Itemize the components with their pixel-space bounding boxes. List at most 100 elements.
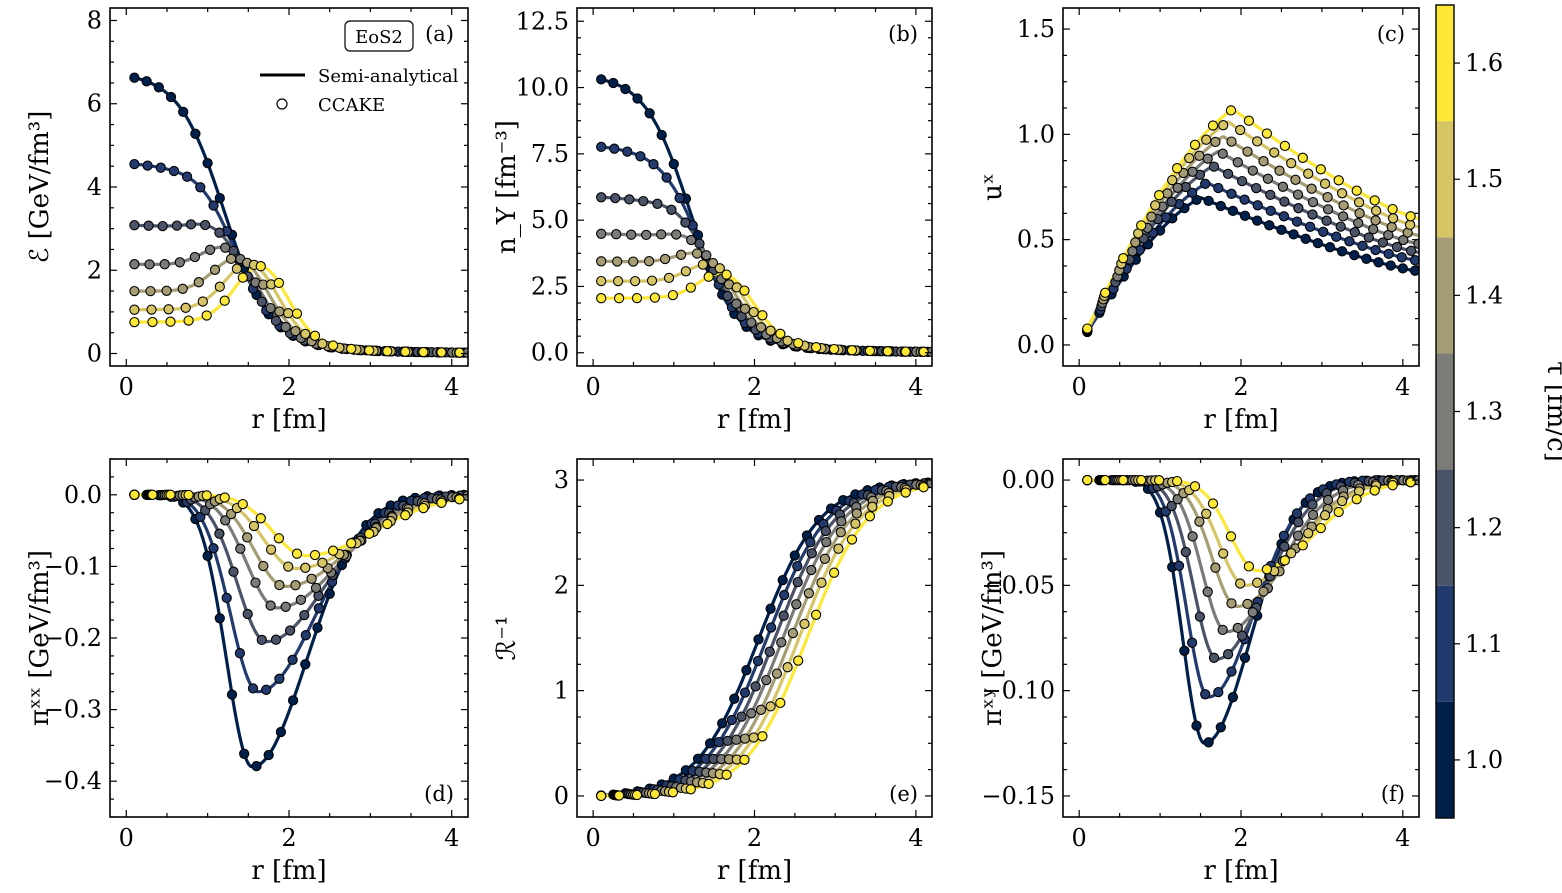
ccake-point — [280, 601, 291, 612]
ccake-point — [226, 689, 238, 700]
ccake-point — [668, 158, 679, 170]
x-axis-label: r [fm] — [1203, 405, 1278, 435]
y-axis-label: πˣˣ [GeV/fm³] — [25, 550, 55, 726]
ccake-point — [1118, 253, 1129, 264]
ccake-point — [1368, 224, 1379, 235]
ccake-point — [771, 668, 783, 679]
y-tick-label: 10.0 — [516, 74, 569, 102]
ccake-point — [1349, 249, 1360, 261]
ccake-point — [312, 622, 323, 633]
axes-frame — [1062, 7, 1420, 367]
legend: EoS2 Semi-analytical CCAKE — [260, 20, 459, 116]
ccake-point — [1217, 624, 1228, 636]
ccake-point — [129, 220, 140, 231]
ccake-point — [1279, 140, 1291, 152]
ccake-point — [1247, 165, 1258, 176]
ccake-point — [255, 261, 266, 272]
ccake-point — [864, 511, 876, 522]
ccake-point — [787, 627, 799, 639]
ccake-point — [810, 342, 822, 353]
ccake-point — [436, 497, 447, 508]
ccake-point — [1269, 147, 1280, 158]
ccake-point — [1146, 211, 1157, 222]
ccake-point — [239, 748, 250, 759]
ccake-point — [1307, 499, 1318, 510]
ccake-point — [1357, 240, 1368, 251]
ccake-point — [649, 788, 661, 800]
panel-label: (a) — [425, 22, 454, 46]
ccake-point — [613, 293, 625, 304]
ccake-point — [1118, 474, 1129, 486]
panel-f: 0 2 4 0.00 −0.05 −0.10 −0.15 r [fm] πˣʸ [GeV/fm³… — [978, 458, 1420, 886]
ccake-point — [1252, 200, 1263, 211]
ccake-point — [900, 346, 911, 357]
ccake-point — [1222, 168, 1234, 180]
ccake-point — [1315, 522, 1326, 534]
ccake-point — [1153, 190, 1165, 201]
ccake-point — [721, 269, 732, 280]
y-tick-label: −0.4 — [44, 767, 102, 795]
series-line-tau-1 — [599, 77, 932, 354]
ccake-point — [256, 296, 267, 307]
y-tick-label: 2.5 — [531, 272, 569, 300]
ccake-point — [793, 337, 804, 349]
colorbar-segment-1 — [1436, 701, 1454, 818]
x-tick-label: 4 — [444, 373, 459, 401]
ccake-point — [1239, 194, 1250, 205]
ccake-point — [828, 343, 840, 355]
ccake-point — [739, 303, 751, 314]
ccake-point — [219, 492, 230, 503]
ccake-point — [1312, 237, 1324, 249]
x-tick-label: 2 — [1233, 824, 1248, 852]
ccake-point — [782, 662, 793, 673]
ccake-point — [739, 754, 750, 765]
ccake-point — [1377, 237, 1389, 248]
ccake-point — [1288, 229, 1299, 240]
ccake-point — [159, 259, 170, 270]
ccake-point — [1292, 530, 1304, 541]
ccake-point — [327, 545, 339, 556]
ccake-point — [1322, 204, 1334, 215]
ccake-point — [1166, 500, 1177, 512]
ccake-point — [310, 582, 322, 594]
ccake-point — [736, 711, 747, 722]
ccake-point — [799, 618, 810, 630]
ccake-point — [1226, 598, 1237, 609]
x-tick-label: 2 — [1233, 373, 1248, 401]
ccake-point — [142, 160, 153, 171]
series-line-tau-1.4 — [1085, 478, 1419, 608]
ccake-point — [1319, 510, 1331, 521]
ccake-point — [1293, 203, 1304, 214]
ccake-point — [263, 749, 274, 761]
ccake-point — [1265, 189, 1276, 201]
ccake-point — [675, 249, 687, 260]
panel-label: (d) — [424, 782, 454, 806]
ccake-point — [1203, 195, 1214, 207]
ccake-point — [1215, 200, 1226, 212]
ccake-point — [1186, 187, 1198, 198]
ccake-point — [596, 256, 607, 267]
ccake-point — [1405, 245, 1417, 256]
ccake-point — [346, 343, 357, 355]
ccake-point — [228, 566, 239, 577]
ccake-point — [1290, 174, 1301, 185]
ccake-point — [667, 787, 679, 798]
ccake-point — [1136, 220, 1147, 231]
ccake-point — [165, 316, 176, 327]
ccake-point — [1172, 182, 1183, 193]
ccake-point — [713, 736, 724, 748]
ccake-point — [1252, 577, 1263, 588]
ccake-point — [806, 548, 817, 559]
ccake-point — [1261, 128, 1273, 139]
y-tick-label: 0.0 — [531, 339, 569, 367]
x-axis-label: r [fm] — [251, 405, 326, 435]
ccake-point — [1153, 475, 1165, 486]
ccake-point — [1386, 221, 1397, 233]
ccake-point — [1239, 652, 1251, 663]
ccake-point — [610, 192, 621, 204]
colorbar-tick-label: 1.5 — [1465, 165, 1503, 193]
ccake-point — [632, 93, 643, 104]
ccake-point — [1276, 224, 1287, 236]
ccake-point — [290, 325, 301, 337]
x-tick-label: 2 — [747, 824, 762, 852]
